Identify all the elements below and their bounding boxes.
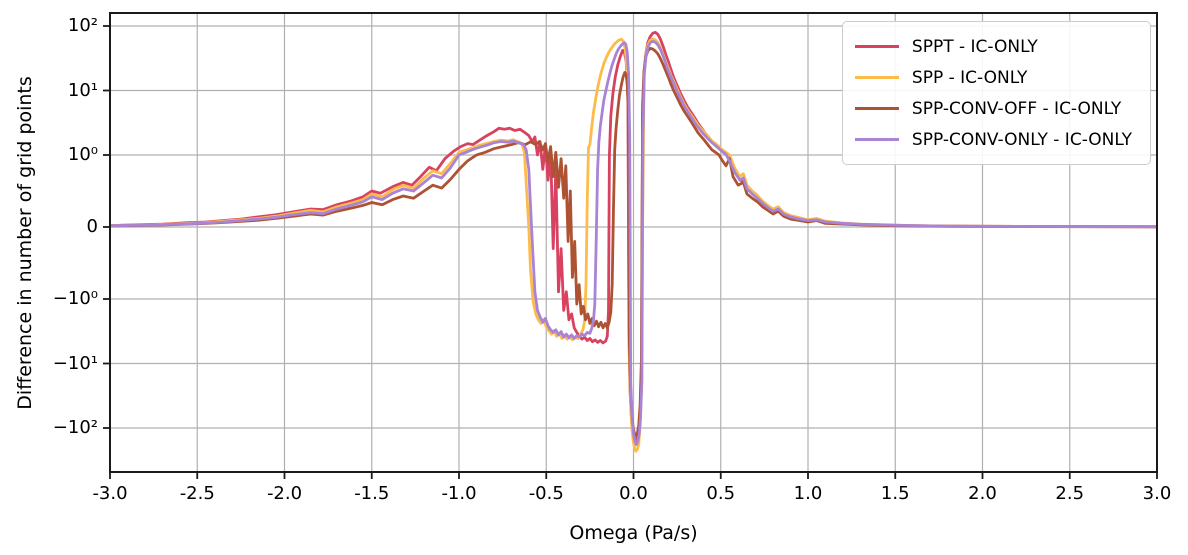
x-tick-label: 3.0 [1142, 483, 1172, 504]
legend: SPPT - IC-ONLY SPP - IC-ONLY SPP-CONV-OFF … [841, 21, 1151, 165]
x-tick-label: 0.5 [706, 483, 736, 504]
y-tick-label: 10¹ [67, 79, 98, 101]
legend-item: SPP - IC-ONLY [854, 62, 1138, 93]
x-tick-label: 0.0 [619, 483, 648, 504]
y-tick-label: 0 [86, 216, 98, 237]
x-tick-label: 2.0 [968, 483, 997, 504]
x-tick-label: -2.0 [266, 483, 303, 504]
y-tick-label: −10⁰ [52, 288, 98, 309]
series-line-spp-ic-only [110, 37, 1157, 453]
legend-line-swatch [854, 138, 899, 141]
y-tick-label: −10² [52, 417, 98, 438]
y-tick-label: −10¹ [52, 352, 98, 374]
legend-label: SPP-CONV-OFF - IC-ONLY [911, 98, 1122, 119]
legend-item: SPP-CONV-ONLY - IC-ONLY [854, 124, 1138, 155]
y-tick-label: 10² [67, 15, 98, 36]
x-tick-label: -2.5 [179, 483, 215, 504]
x-tick-label: -1.0 [441, 483, 477, 504]
series-line-spp-conv-only-ic-only [110, 39, 1157, 446]
legend-line-swatch [854, 107, 899, 110]
y-tick-label: 10⁰ [67, 144, 98, 165]
legend-item: SPP-CONV-OFF - IC-ONLY [854, 93, 1138, 124]
legend-label: SPP - IC-ONLY [911, 67, 1028, 88]
x-tick-label: -1.5 [354, 483, 390, 504]
x-tick-label: 1.0 [793, 483, 823, 504]
x-axis-label: Omega (Pa/s) [569, 522, 698, 544]
legend-label: SPPT - IC-ONLY [911, 36, 1038, 57]
x-tick-label: -0.5 [528, 483, 564, 504]
legend-label: SPP-CONV-ONLY - IC-ONLY [911, 129, 1132, 150]
x-tick-label: -3.0 [92, 483, 128, 504]
legend-line-swatch [854, 76, 899, 79]
y-axis-label: Difference in number of grid points [14, 75, 36, 410]
x-tick-label: 2.5 [1055, 483, 1085, 504]
legend-line-swatch [854, 45, 899, 48]
series-line-spp-conv-off-ic-only [110, 47, 1157, 437]
x-tick-label: 1.5 [880, 483, 910, 504]
legend-item: SPPT - IC-ONLY [854, 31, 1138, 62]
